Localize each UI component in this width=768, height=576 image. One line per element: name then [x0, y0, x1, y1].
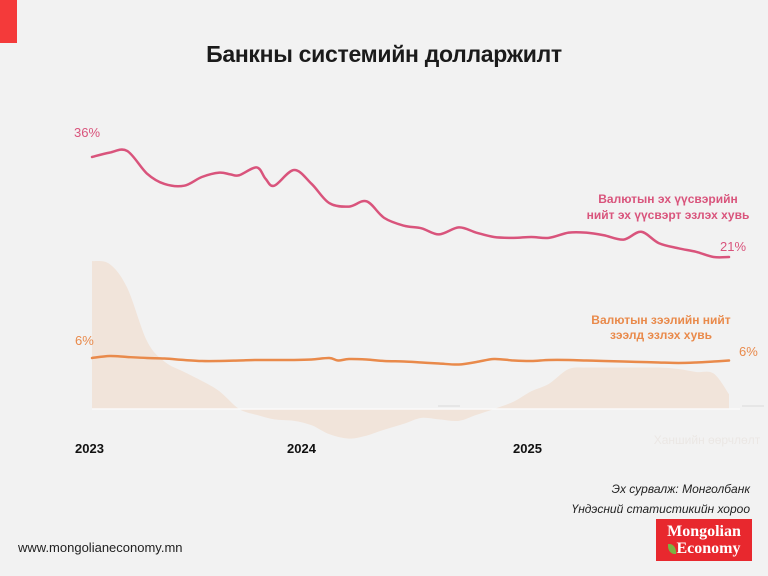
line-fx-loan-share: [90, 354, 731, 366]
source-line-1: Эх сурвалж: Монголбанк: [611, 482, 750, 496]
logo-line-1: Mongolian: [667, 523, 741, 540]
area-exchange-rate-change: [92, 260, 730, 439]
chart-plot: 36% 21% Валютын эх үүсвэрийн нийт эх үүс…: [74, 125, 764, 456]
area-series-label: Ханшийн өөрчлөлт: [654, 433, 761, 447]
orange-end-label: 6%: [739, 344, 758, 359]
orange-start-label: 6%: [75, 333, 94, 348]
line-layer: [90, 148, 731, 366]
logo-line-2: Economy: [676, 540, 741, 557]
source-note: Эх сурвалж: Монголбанк Үндэсний статисти…: [572, 479, 750, 519]
website-link[interactable]: www.mongolianeconomy.mn: [18, 540, 183, 555]
x-tick-2023: 2023: [75, 441, 104, 456]
pink-series-label-line2: нийт эх үүсвэрт эзлэх хувь: [587, 208, 750, 222]
x-tick-2025: 2025: [513, 441, 542, 456]
pink-series-label-line1: Валютын эх үүсвэрийн: [598, 192, 737, 206]
pink-end-label: 21%: [720, 239, 746, 254]
orange-series-label-line2: зээлд эзлэх хувь: [610, 328, 712, 342]
mongolian-economy-logo: Mongolian Economy: [656, 519, 752, 561]
corner-accent: [0, 0, 17, 43]
orange-series-label-line1: Валютын зээлийн нийт: [591, 313, 731, 327]
source-line-2: Үндэсний статистикийн хороо: [571, 502, 750, 516]
page-title: Банкны системийн долларжилт: [206, 41, 562, 67]
line-fx-funding-share: [90, 148, 731, 259]
leaf-icon: [667, 544, 676, 554]
x-tick-2024: 2024: [287, 441, 317, 456]
area-layer: [92, 260, 730, 439]
pink-start-label: 36%: [74, 125, 100, 140]
